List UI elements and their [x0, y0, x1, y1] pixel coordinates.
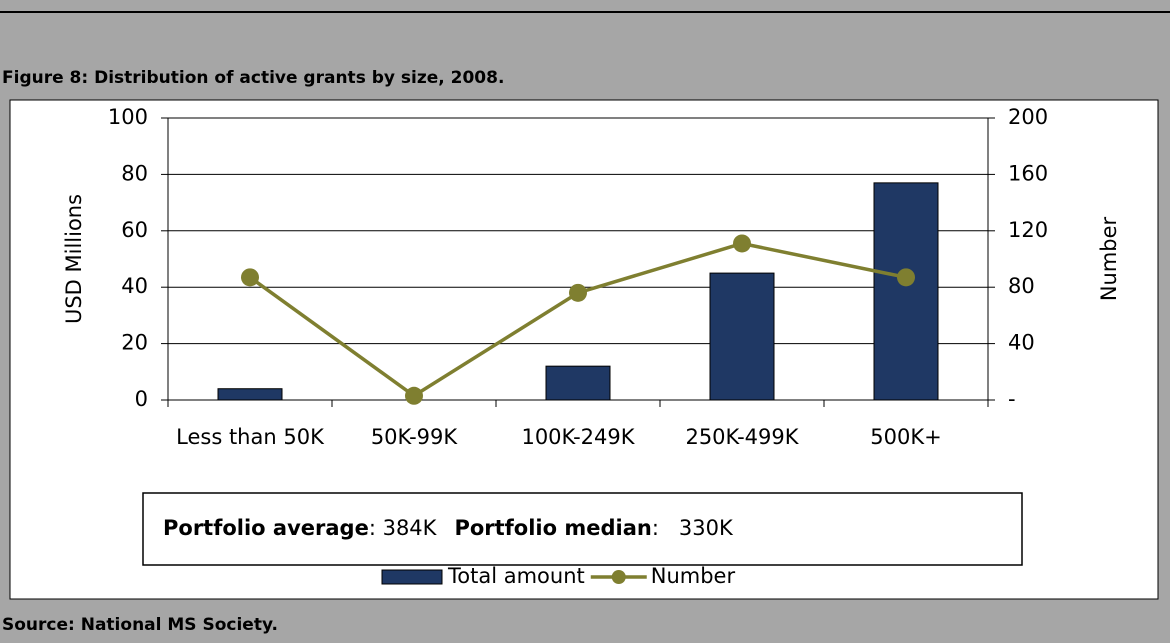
y2-tick-label: 40: [1008, 331, 1035, 355]
bar: [545, 365, 611, 401]
marker: [733, 234, 751, 253]
average-label: Portfolio average: [163, 516, 369, 540]
median-value: : 330K: [652, 516, 734, 540]
legend-label: Number: [651, 564, 736, 588]
x-tick-label: 250K-499K: [685, 425, 799, 449]
y-tick-label: 0: [135, 387, 148, 411]
x-tick-label: Less than 50K: [176, 425, 325, 449]
y-tick-label: 100: [108, 105, 148, 129]
x-tick-label: 50K-99K: [371, 425, 459, 449]
bar: [709, 272, 775, 401]
annotation-box: [142, 492, 1023, 566]
y2-tick-label: -: [1008, 387, 1016, 411]
y-tick-label: 80: [121, 161, 148, 185]
y-tick-label: 20: [121, 331, 148, 355]
y2-tick-label: 120: [1008, 218, 1048, 242]
source: Source: National MS Society.: [2, 615, 278, 635]
bar: [873, 182, 939, 401]
bar: [217, 388, 283, 401]
caption: Figure 8: Distribution of active grants …: [2, 68, 504, 88]
marker: [569, 283, 587, 302]
y2-axis-label: Number: [1097, 216, 1121, 301]
y-tick-label: 40: [121, 274, 148, 298]
y2-tick-label: 80: [1008, 274, 1035, 298]
average-value: : 384K: [369, 516, 438, 540]
y-axis-label: USD Millions: [62, 194, 86, 324]
median-label: Portfolio median: [454, 516, 651, 540]
legend-marker: [611, 570, 626, 584]
y-tick-label: 60: [121, 218, 148, 242]
marker: [241, 268, 259, 287]
marker: [897, 268, 915, 287]
annotation: Portfolio average: 384K Portfolio median:…: [163, 516, 734, 540]
y2-tick-label: 200: [1008, 105, 1048, 129]
x-tick-label: 500K+: [870, 425, 941, 449]
marker: [405, 386, 423, 405]
legend-swatch: [381, 569, 443, 585]
legend-label: Total amount: [447, 564, 585, 588]
y2-tick-label: 160: [1008, 161, 1048, 185]
x-tick-label: 100K-249K: [521, 425, 635, 449]
